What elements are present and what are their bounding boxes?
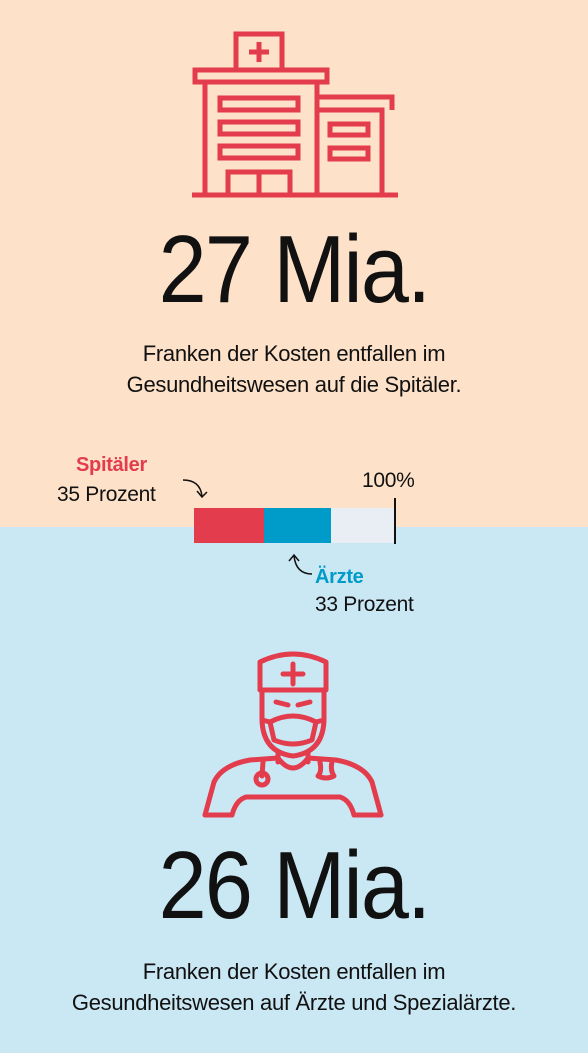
- bar-segment-spitaeler: [194, 508, 265, 543]
- hospital-caption-line1: Franken der Kosten entfallen im: [142, 341, 446, 366]
- hospital-section: [0, 0, 588, 527]
- doctor-caption-line1: Franken der Kosten entfallen im: [142, 959, 446, 984]
- total-label: 100%: [362, 469, 415, 492]
- hospital-amount: 27 Mia.: [158, 216, 432, 323]
- arrow-down-right-icon: [182, 479, 208, 499]
- hospital-caption: Franken der Kosten entfallen im Gesundhe…: [0, 338, 588, 400]
- doctor-caption: Franken der Kosten entfallen im Gesundhe…: [0, 956, 588, 1018]
- bar-segment-aerzte: [264, 508, 331, 543]
- doctor-icon: [202, 651, 384, 818]
- doctor-caption-line2: Gesundheitswesen auf Ärzte und Spezialär…: [71, 990, 517, 1015]
- hospital-icon: [192, 31, 398, 198]
- bar-segment-remainder: [330, 508, 395, 543]
- bar-end-marker: [394, 498, 396, 544]
- segment-label-aerzte: Ärzte: [315, 566, 364, 588]
- segment-value-spitaeler: 35 Prozent: [57, 483, 156, 506]
- hospital-caption-line2: Gesundheitswesen auf die Spitäler.: [126, 372, 462, 397]
- segment-value-aerzte: 33 Prozent: [315, 593, 414, 616]
- arrow-up-left-icon: [288, 553, 313, 575]
- segment-label-spitaeler: Spitäler: [76, 454, 147, 476]
- doctor-amount: 26 Mia.: [158, 832, 432, 939]
- doctor-section: [0, 527, 588, 1053]
